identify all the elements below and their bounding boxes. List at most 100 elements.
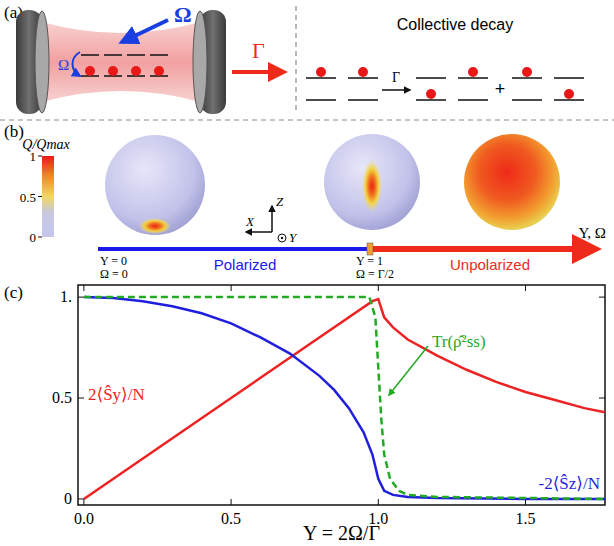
point-label: Υ = 1 xyxy=(356,254,383,268)
point-label: Ω = 0 xyxy=(100,267,128,281)
separator xyxy=(296,6,297,114)
level-upper xyxy=(306,77,336,79)
plot-lines xyxy=(84,297,605,499)
decay-small-label: Γ xyxy=(392,70,400,85)
x-tick xyxy=(83,285,84,291)
colorbar-tick-label: 0.5 xyxy=(20,190,36,205)
x-tick xyxy=(231,499,232,505)
level-upper xyxy=(458,77,488,79)
sphere-unpolarized xyxy=(464,134,560,230)
region-label: Polarized xyxy=(214,256,277,273)
atom xyxy=(564,89,574,99)
x-tick xyxy=(231,285,232,291)
atom xyxy=(154,66,164,76)
series-label: Tr(ρ̂²ss) xyxy=(432,332,486,351)
axis-unpolarized xyxy=(370,246,596,252)
mirror-right-face xyxy=(193,11,207,113)
colorbar-tick xyxy=(38,196,42,197)
atom xyxy=(522,67,532,77)
atom xyxy=(131,66,141,76)
drive-inner-arrow xyxy=(73,52,81,76)
mirror-left-face xyxy=(35,11,49,113)
level-lower xyxy=(306,99,336,101)
decay-arrow xyxy=(232,70,284,74)
colorbar xyxy=(42,156,54,237)
level-upper xyxy=(104,54,122,56)
drive-arrow xyxy=(122,20,168,42)
x-tick-label: 0.0 xyxy=(74,510,94,527)
colorbar-tick-label: 1 xyxy=(30,149,37,164)
atom xyxy=(426,89,436,99)
y-tick xyxy=(599,297,605,298)
series-line xyxy=(84,297,605,499)
axis-x xyxy=(246,231,272,233)
decay-label: Γ xyxy=(252,38,265,63)
axis-y-dot xyxy=(281,237,283,239)
atom xyxy=(316,67,326,77)
y-tick xyxy=(78,498,84,499)
x-tick xyxy=(525,285,526,291)
axis-polarized xyxy=(98,247,370,251)
sphere-polarized xyxy=(105,135,205,235)
level-lower xyxy=(348,99,378,101)
y-tick-label: 1. xyxy=(60,288,72,305)
series-label: -2⟨Ŝz⟩/N xyxy=(539,474,600,493)
y-tick-label: 0.5 xyxy=(52,389,72,406)
x-tick-label: 0.5 xyxy=(221,510,241,527)
atom xyxy=(85,66,95,76)
figure: (a)ΩΩΓCollective decayΓ+(b)Q/Qmax10.50ZX… xyxy=(0,0,614,546)
level-upper xyxy=(554,77,584,79)
drive-label: Ω xyxy=(174,2,192,27)
point-label: Ω = Γ/2 xyxy=(356,267,394,281)
region-label: Unpolarized xyxy=(450,256,530,273)
level-lower xyxy=(458,99,488,101)
series-label: 2⟨Ŝy⟩/N xyxy=(88,385,145,404)
axis-label: Y xyxy=(289,230,298,245)
q-distribution xyxy=(362,160,382,212)
level-upper xyxy=(150,54,168,56)
level-lower xyxy=(554,99,584,101)
drive-inner-label: Ω xyxy=(58,57,69,73)
panel-title: Collective decay xyxy=(397,16,514,33)
atom xyxy=(108,66,118,76)
axis-y xyxy=(278,234,286,242)
x-tick xyxy=(378,285,379,291)
level-upper xyxy=(512,77,542,79)
y-tick xyxy=(78,398,84,399)
panel-label: (c) xyxy=(4,283,23,302)
panel-label: (b) xyxy=(4,122,24,141)
level-upper xyxy=(416,77,446,79)
x-tick xyxy=(83,499,84,505)
colorbar-tick xyxy=(38,237,42,238)
axis-label: Z xyxy=(276,194,284,209)
y-tick xyxy=(78,297,84,298)
decay-arrow-small xyxy=(382,89,410,91)
axis-z xyxy=(271,206,273,232)
colorbar-tick xyxy=(38,156,42,157)
cavity-beam xyxy=(42,22,200,102)
level-lower xyxy=(416,99,446,101)
y-tick xyxy=(599,398,605,399)
sphere-critical xyxy=(324,134,420,230)
level-upper xyxy=(348,77,378,79)
plot-frame xyxy=(78,285,605,505)
axis-title: Υ, Ω xyxy=(578,225,606,241)
axis-label: X xyxy=(245,214,255,229)
series-line xyxy=(84,299,605,499)
plus: + xyxy=(495,79,506,99)
annotation-arrow xyxy=(389,346,428,395)
x-tick xyxy=(378,499,379,505)
level-lower xyxy=(512,99,542,101)
level-upper xyxy=(127,54,145,56)
q-distribution xyxy=(139,218,171,234)
y-tick-label: 0 xyxy=(64,490,72,507)
series-line xyxy=(84,297,605,499)
x-axis-title: Υ = 2Ω/Γ xyxy=(303,522,380,544)
colorbar-tick-label: 0 xyxy=(30,230,37,245)
x-tick-label: 1.5 xyxy=(516,510,536,527)
atom xyxy=(358,67,368,77)
atom xyxy=(468,67,478,77)
level-upper xyxy=(81,54,99,56)
point-label: Υ = 0 xyxy=(100,254,127,268)
separator xyxy=(0,120,614,121)
